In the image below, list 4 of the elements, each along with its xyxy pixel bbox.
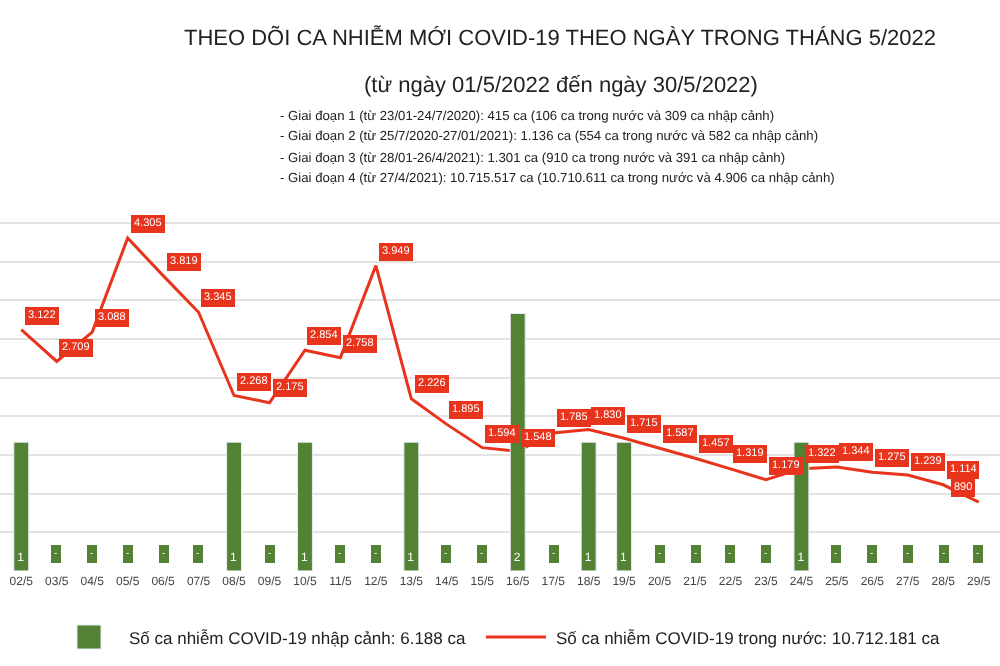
legend-label: Số ca nhiễm COVID-19 trong nước: 10.712.181 ca (555, 627, 941, 648)
legend-label: Số ca nhiễm COVID-19 nhập cảnh: 6.188 ca (129, 627, 466, 648)
chart-subtitle: (từ ngày 01/5/2022 đến ngày 30/5/2022) (364, 74, 758, 98)
chart-title: THEO DÕI CA NHIỄM MỚI COVID-19 THEO NGÀY TRONG THÁNG 5/2022 (184, 25, 936, 52)
